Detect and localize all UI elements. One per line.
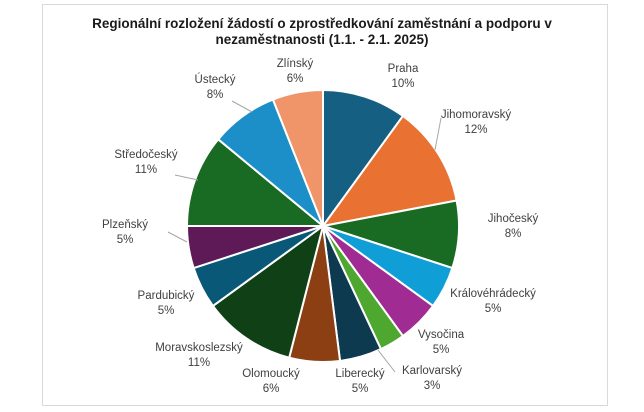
slice-label-percent: 6% — [263, 383, 280, 395]
slice-label-percent: 10% — [391, 78, 414, 90]
slice-label-name: Jihočeský — [488, 213, 539, 225]
slice-label-name: Jihomoravský — [441, 109, 512, 121]
slice-label-percent: 3% — [424, 380, 441, 392]
slice-label-name: Královéhrádecký — [450, 288, 536, 300]
slice-label-name: Plzeňský — [102, 219, 148, 231]
slice-label-name: Ústecký — [195, 73, 236, 86]
pie-slice-8 — [211, 223, 325, 359]
slice-label-percent: 11% — [188, 357, 210, 369]
slice-label-percent: 5% — [433, 344, 450, 356]
slice-label-name: Olomoucký — [242, 368, 300, 380]
slice-label-percent: 12% — [464, 124, 487, 136]
slice-label-percent: 5% — [158, 305, 175, 317]
slice-label-percent: 11% — [135, 164, 157, 176]
slice-label-percent: 8% — [207, 89, 224, 101]
slice-label-name: Karlovarský — [402, 365, 462, 377]
slice-label-percent: 5% — [485, 303, 502, 315]
leader-line — [231, 100, 253, 113]
leader-line — [434, 117, 442, 151]
leader-line — [167, 231, 188, 243]
slice-label-name: Zlínský — [277, 58, 314, 70]
chart-title: Regionální rozložení žádostí o zprostřed… — [0, 16, 644, 48]
leader-lines — [167, 100, 442, 373]
chart-title-line-1: Regionální rozložení žádostí o zprostřed… — [92, 16, 552, 31]
slice-label-percent: 6% — [287, 73, 304, 85]
slice-label-name: Moravskoslezský — [155, 342, 243, 354]
slice-label-name: Liberecký — [335, 368, 384, 380]
slice-labels: Praha 10% Jihomoravský 12% Jihočeský 8% Králov… — [102, 58, 539, 395]
pie-slice-1 — [320, 114, 458, 228]
slice-label-percent: 5% — [352, 383, 369, 395]
slice-label-name: Pardubický — [138, 290, 195, 302]
pie-slice-13 — [271, 88, 324, 227]
pie-slices — [185, 88, 460, 364]
leader-line — [174, 174, 199, 181]
slice-label-name: Praha — [388, 63, 419, 75]
slice-label-name: Středočeský — [114, 149, 178, 161]
slice-label-percent: 5% — [117, 234, 134, 246]
slice-label-percent: 8% — [505, 228, 522, 240]
pie-slice-11 — [185, 137, 326, 227]
leader-line — [377, 349, 396, 373]
slice-label-name: Vysočina — [418, 329, 465, 341]
pie-slice-0 — [322, 88, 405, 230]
chart-title-line-2: nezaměstnanosti (1.1. - 2.1. 2025) — [215, 32, 429, 47]
